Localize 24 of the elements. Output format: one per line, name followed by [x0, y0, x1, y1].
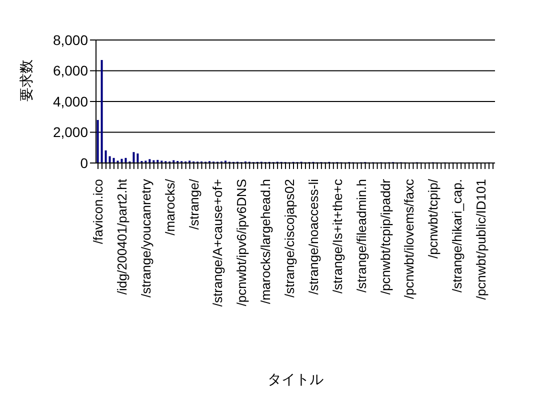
x-tick-label: /pcnwbt/tcpip/ipaddr — [378, 178, 393, 295]
x-tick-label: /marocks/largehead.h — [258, 179, 274, 304]
x-tick-label: /strange/noaccess-li — [306, 178, 321, 295]
x-tick-label: /strange/fileadmin.h — [354, 179, 369, 292]
y-tick-label: 4,000 — [52, 93, 88, 110]
x-axis-title: タイトル — [268, 371, 324, 387]
x-tick-label: /strange/ — [186, 178, 202, 230]
y-tick-label: 6,000 — [52, 62, 88, 79]
x-tick-label: /pcnwbt/ipv6/ipv6DNS — [234, 178, 250, 306]
y-tick-label: 2,000 — [52, 124, 88, 140]
x-tick-label: /favicon.ico — [90, 179, 106, 244]
x-tick-label: /pcnwbt/ilovems/faxc — [402, 178, 417, 299]
y-tick-label: 0 — [80, 154, 88, 171]
x-tick-label: /strange/A+cause+of+ — [210, 179, 226, 307]
x-tick-label: /strange/youcanretry — [138, 178, 154, 298]
y-tick-label: 8,000 — [52, 32, 88, 48]
x-tick-label: /strange/Is+it+the+c — [330, 178, 345, 294]
y-axis-title: 要求数 — [18, 60, 34, 102]
x-tick-label: /pcnwbt/tcpip/ — [426, 178, 441, 258]
x-tick-label: /pcnwbt/public/ID101 — [474, 179, 489, 300]
x-tick-label: /idg/200401/part2.ht — [114, 178, 130, 295]
x-tick-label: /marocks/ — [162, 178, 178, 236]
x-tick-label: /strange/hikari_cap. — [450, 179, 465, 292]
x-tick-label: /strange/ciscojaps02 — [282, 179, 298, 298]
